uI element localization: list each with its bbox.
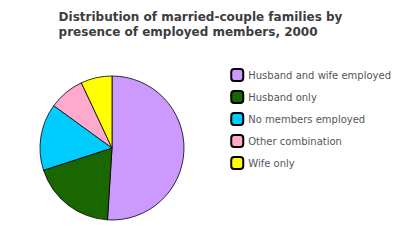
svg-text:No members employed: No members employed	[248, 114, 365, 125]
svg-text:Husband and wife employed: Husband and wife employed	[248, 70, 391, 81]
svg-text:Other combination: Other combination	[248, 136, 342, 147]
svg-text:Distribution of married-couple: Distribution of married-couple families …	[59, 10, 343, 24]
svg-text:Wife only: Wife only	[248, 158, 295, 169]
svg-text:presence of employed members,: presence of employed members, 2000	[59, 25, 318, 39]
svg-text:Husband only: Husband only	[248, 92, 317, 103]
